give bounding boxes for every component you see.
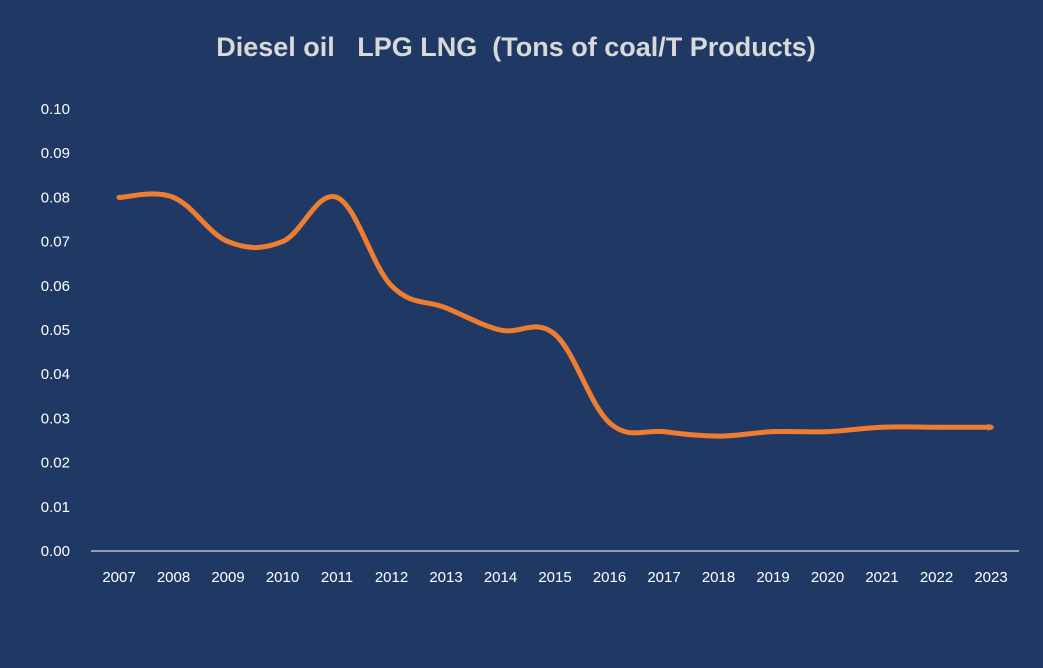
x-tick-label: 2008 <box>157 569 190 586</box>
data-points <box>116 194 994 439</box>
x-axis-tick-labels: 2007 2008 2009 2010 2011 2012 2013 2014 2015 2016… <box>102 569 1007 586</box>
data-point <box>498 327 503 333</box>
y-tick-label: 0.09 <box>41 145 70 162</box>
data-point <box>280 239 285 245</box>
x-tick-label: 2023 <box>974 569 1007 586</box>
y-tick-label: 0.06 <box>41 278 70 295</box>
y-tick-label: 0.05 <box>41 322 70 339</box>
data-point <box>552 331 558 337</box>
x-tick-label: 2013 <box>429 569 462 586</box>
data-point <box>934 424 939 430</box>
y-tick-label: 0.03 <box>41 410 70 427</box>
data-point <box>389 283 394 289</box>
x-tick-label: 2010 <box>266 569 299 586</box>
data-point <box>988 424 994 430</box>
x-tick-label: 2020 <box>811 569 844 586</box>
series-line <box>116 191 994 439</box>
data-point <box>607 420 612 426</box>
x-tick-label: 2009 <box>211 569 244 586</box>
y-tick-label: 0.04 <box>41 366 70 383</box>
x-tick-label: 2018 <box>702 569 735 586</box>
data-point <box>225 239 231 245</box>
y-tick-label: 0.01 <box>41 499 70 516</box>
y-tick-label: 0.08 <box>41 189 70 206</box>
data-point <box>716 433 721 439</box>
data-point <box>825 429 830 435</box>
y-tick-label: 0.07 <box>41 234 70 251</box>
x-tick-label: 2011 <box>321 569 353 586</box>
data-point <box>334 194 340 200</box>
data-point <box>443 305 449 311</box>
data-point <box>661 429 667 435</box>
x-tick-label: 2022 <box>920 569 953 586</box>
x-tick-label: 2007 <box>102 569 135 586</box>
data-point <box>770 429 776 435</box>
x-tick-label: 2016 <box>593 569 626 586</box>
y-tick-label: 0.02 <box>41 455 70 472</box>
x-tick-label: 2015 <box>538 569 571 586</box>
data-point <box>116 194 122 200</box>
data-point <box>171 194 176 200</box>
y-tick-label: 0.00 <box>41 543 70 560</box>
data-point <box>879 424 885 430</box>
x-tick-label: 2021 <box>865 569 898 586</box>
x-tick-label: 2017 <box>647 569 680 586</box>
y-tick-label: 0.10 <box>41 101 70 118</box>
x-tick-label: 2019 <box>756 569 789 586</box>
x-tick-label: 2014 <box>484 569 517 586</box>
chart-title: Diesel oil LPG LNG (Tons of coal/T Produ… <box>216 32 816 62</box>
y-axis-tick-labels: 0.00 0.01 0.02 0.03 0.04 0.05 0.06 0.07 0.08 0.09… <box>41 101 70 560</box>
x-tick-label: 2012 <box>375 569 408 586</box>
